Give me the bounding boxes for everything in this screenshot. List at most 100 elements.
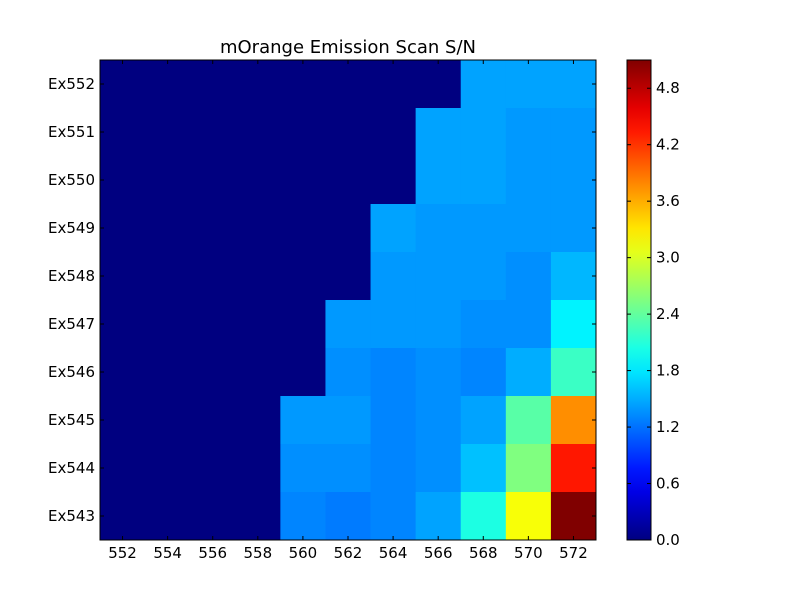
colorbar-tick-label: 3.6: [656, 192, 680, 210]
heatmap-cell: [460, 444, 507, 493]
heatmap-cell: [100, 60, 146, 109]
y-tick-label: Ex552: [48, 75, 95, 93]
heatmap-cell: [325, 156, 372, 205]
colorbar-tick-label: 0.0: [656, 531, 680, 549]
heatmap-cell: [190, 156, 236, 205]
heatmap-cell: [415, 108, 462, 157]
heatmap-cell: [460, 300, 507, 349]
heatmap-cell: [145, 108, 191, 157]
x-tick-label: 562: [334, 544, 363, 562]
heatmap-cell: [370, 108, 417, 157]
heatmap-cell: [145, 396, 191, 445]
heatmap-cell: [280, 492, 326, 541]
colorbar-axis: 0.0 0.6 1.2 1.8 2.4 3.0 3.6 4.2 4.8: [627, 79, 680, 549]
heatmap-cell: [280, 60, 326, 109]
heatmap-cell: [460, 348, 507, 397]
heatmap-cell: [550, 252, 597, 301]
x-tick-label: 564: [379, 544, 408, 562]
x-tick-label: 552: [108, 544, 137, 562]
heatmap-cell: [550, 492, 597, 541]
heatmap-cell: [505, 300, 552, 349]
colorbar-tick-label: 4.2: [656, 136, 680, 154]
heatmap-cell: [235, 60, 281, 109]
heatmap-cell: [235, 348, 281, 397]
heatmap-cell: [505, 156, 552, 205]
x-tick-label: 560: [289, 544, 318, 562]
heatmap-cell: [505, 492, 552, 541]
heatmap-cell: [325, 348, 372, 397]
heatmap-cell: [145, 156, 191, 205]
heatmap-cell: [550, 204, 597, 253]
heatmap-cell: [190, 444, 236, 493]
heatmap-cell: [280, 156, 326, 205]
heatmap-cell: [235, 492, 281, 541]
heatmap-cell: [460, 204, 507, 253]
x-tick-label: 558: [243, 544, 272, 562]
colorbar-tick-label: 0.6: [656, 475, 680, 493]
heatmap-cell: [325, 252, 372, 301]
heatmap-cell: [550, 60, 597, 109]
heatmap-cell: [325, 204, 372, 253]
heatmap-cell: [100, 252, 146, 301]
heatmap-cell: [550, 444, 597, 493]
y-tick-label: Ex545: [48, 411, 95, 429]
heatmap-cell: [280, 252, 326, 301]
heatmap-cell: [235, 252, 281, 301]
y-tick-label: Ex550: [48, 171, 95, 189]
heatmap-cell: [190, 252, 236, 301]
heatmap-cell: [550, 396, 597, 445]
colorbar-tick-label: 3.0: [656, 249, 680, 267]
heatmap-cell: [145, 60, 191, 109]
heatmap-cell: [505, 348, 552, 397]
heatmap-cell: [550, 108, 597, 157]
x-axis: 552 554 556 558 560 562 564 566 568 570 572: [108, 60, 588, 562]
heatmap-cell: [145, 444, 191, 493]
y-tick-label: Ex543: [48, 507, 95, 525]
heatmap-cell: [190, 396, 236, 445]
colorbar-tick-label: 1.2: [656, 418, 680, 436]
heatmap-cell: [550, 300, 597, 349]
colorbar-tick-label: 2.4: [656, 305, 680, 323]
heatmap-cell: [460, 252, 507, 301]
colorbar-tick-label: 1.8: [656, 362, 680, 380]
x-tick-label: 554: [153, 544, 182, 562]
heatmap-cell: [235, 204, 281, 253]
heatmap-cell: [415, 492, 462, 541]
heatmap-cell: [370, 156, 417, 205]
colorbar: [626, 59, 652, 541]
heatmap-cell: [370, 396, 417, 445]
heatmap-cell: [235, 396, 281, 445]
y-tick-label: Ex548: [48, 267, 95, 285]
heatmap-cell: [100, 156, 146, 205]
heatmap-cell: [415, 156, 462, 205]
heatmap-cell: [145, 300, 191, 349]
heatmap-cell: [460, 60, 507, 109]
y-tick-label: Ex547: [48, 315, 95, 333]
heatmap-cells: [100, 60, 597, 541]
colorbar-tick-label: 4.8: [656, 79, 680, 97]
heatmap-cell: [415, 396, 462, 445]
heatmap-cell: [415, 444, 462, 493]
heatmap-cell: [415, 60, 462, 109]
heatmap-cell: [505, 396, 552, 445]
heatmap-cell: [190, 300, 236, 349]
heatmap-cell: [415, 348, 462, 397]
heatmap-cell: [415, 204, 462, 253]
heatmap-cell: [325, 108, 372, 157]
heatmap-cell: [325, 60, 372, 109]
heatmap-cell: [190, 108, 236, 157]
y-tick-label: Ex544: [48, 459, 95, 477]
heatmap-cell: [280, 444, 326, 493]
heatmap-cell: [190, 204, 236, 253]
heatmap-cell: [280, 396, 326, 445]
heatmap-cell: [505, 444, 552, 493]
heatmap-cell: [100, 396, 146, 445]
heatmap-cell: [235, 156, 281, 205]
heatmap-cell: [550, 156, 597, 205]
heatmap-cell: [370, 348, 417, 397]
heatmap-cell: [145, 204, 191, 253]
y-tick-label: Ex551: [48, 123, 95, 141]
y-tick-label: Ex546: [48, 363, 95, 381]
heatmap-cell: [460, 396, 507, 445]
